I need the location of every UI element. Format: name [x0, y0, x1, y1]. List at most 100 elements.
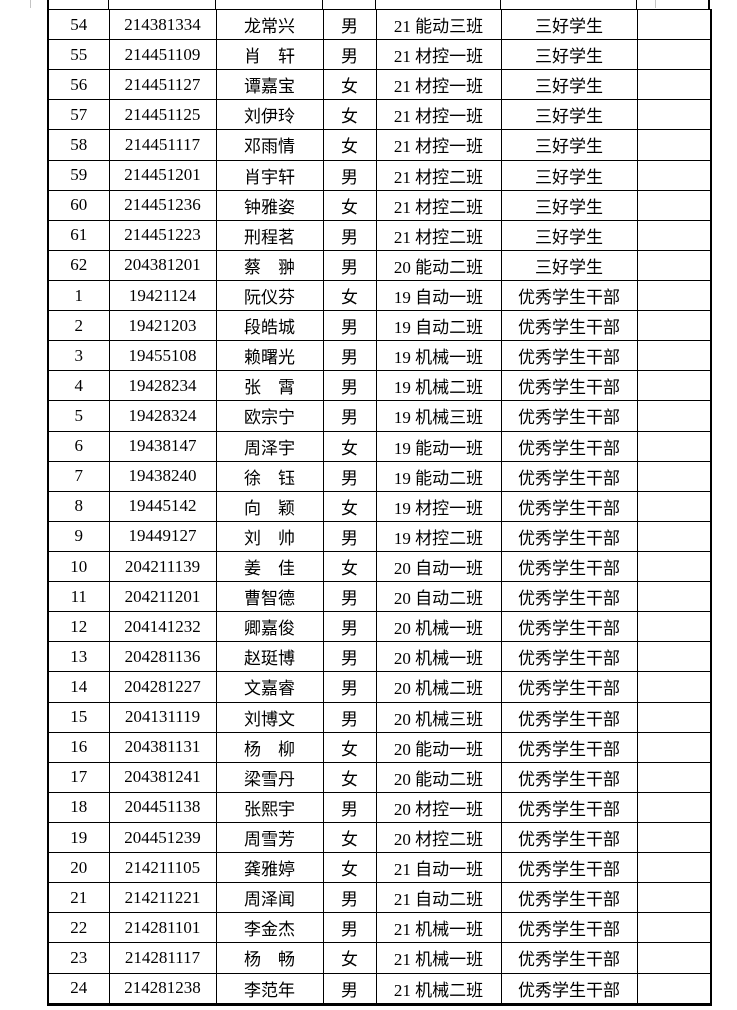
- cell-student-name: 杨 柳: [215, 731, 324, 763]
- cell-gender: 女: [322, 550, 377, 583]
- cell-gender: 男: [322, 641, 377, 673]
- cell-student-id: 214381334: [108, 8, 217, 41]
- cell-gender: 女: [322, 129, 377, 161]
- cell-award: 优秀学生干部: [500, 460, 638, 492]
- cell-note: [636, 852, 712, 884]
- cell-award: 优秀学生干部: [500, 430, 638, 462]
- cell-row-number: 20: [47, 852, 110, 884]
- table-row: 21 214211221 周泽闻 男 21 自动二班 优秀学生干部: [47, 882, 712, 914]
- cell-student-name: 刑程茗: [215, 219, 324, 251]
- cell-award: 优秀学生干部: [500, 490, 638, 522]
- cell-row-number: 59: [47, 159, 110, 191]
- cell-note: [636, 279, 712, 312]
- cell-gender: 女: [322, 99, 377, 131]
- cell-class: 19 能动一班: [375, 430, 502, 462]
- cell-gender: 男: [322, 219, 377, 251]
- table-row: 12 204141232 卿嘉俊 男 20 机械一班 优秀学生干部: [47, 611, 712, 643]
- cell-row-number: 14: [47, 671, 110, 703]
- cell-note: [636, 99, 712, 131]
- table-row: 19 204451239 周雪芳 女 20 材控二班 优秀学生干部: [47, 821, 712, 854]
- cell-note: [636, 8, 712, 41]
- cell-note: [636, 219, 712, 251]
- cell-class: 20 自动二班: [375, 581, 502, 613]
- cell-student-id: 204381241: [108, 761, 217, 793]
- cell-student-name: 肖宇轩: [215, 159, 324, 191]
- cell-note: [636, 550, 712, 583]
- cell-student-name: 徐 钰: [215, 460, 324, 492]
- cell-award: 优秀学生干部: [500, 731, 638, 763]
- cell-note: [636, 460, 712, 492]
- cell-student-name: 刘博文: [215, 701, 324, 733]
- cell-student-name: 李范年: [215, 972, 324, 1005]
- table-row: 59 214451201 肖宇轩 男 21 材控二班 三好学生: [47, 159, 712, 191]
- table-row: 6 19438147 周泽宇 女 19 能动一班 优秀学生干部: [47, 430, 712, 462]
- cell-student-name: 欧宗宁: [215, 400, 324, 432]
- cell-award: 优秀学生干部: [500, 972, 638, 1005]
- cell-class: 21 材控二班: [375, 189, 502, 221]
- cell-student-name: 卿嘉俊: [215, 611, 324, 643]
- cell-row-number: 11: [47, 581, 110, 613]
- cell-award: 三好学生: [500, 99, 638, 131]
- cell-note: [636, 701, 712, 733]
- cell-class: 19 机械三班: [375, 400, 502, 432]
- cell-row-number: 13: [47, 641, 110, 673]
- cell-gender: 女: [322, 852, 377, 884]
- cell-award: 优秀学生干部: [500, 581, 638, 613]
- cell-gender: 女: [322, 821, 377, 854]
- cell-student-name: 肖 轩: [215, 39, 324, 71]
- cell-row-number: 16: [47, 731, 110, 763]
- cell-class: 20 能动二班: [375, 249, 502, 281]
- cell-award: 优秀学生干部: [500, 942, 638, 974]
- cell-row-number: 21: [47, 882, 110, 914]
- cell-student-id: 19449127: [108, 520, 217, 552]
- cell-award: 优秀学生干部: [500, 340, 638, 372]
- cell-award: 三好学生: [500, 159, 638, 191]
- cell-gender: 女: [322, 942, 377, 974]
- cell-gender: 女: [322, 189, 377, 221]
- table-row: 10 204211139 姜 佳 女 20 自动一班 优秀学生干部: [47, 550, 712, 583]
- cell-row-number: 4: [47, 370, 110, 402]
- cell-student-id: 214451236: [108, 189, 217, 221]
- table-continuation-border: [500, 0, 501, 9]
- cell-award: 优秀学生干部: [500, 550, 638, 583]
- cell-row-number: 58: [47, 129, 110, 161]
- cell-note: [636, 972, 712, 1005]
- cell-student-name: 张熙宇: [215, 791, 324, 823]
- cell-gender: 女: [322, 69, 377, 101]
- cell-class: 19 材控二班: [375, 520, 502, 552]
- table-continuation-border: [636, 0, 637, 9]
- table-row: 24 214281238 李范年 男 21 机械二班 优秀学生干部: [47, 972, 712, 1005]
- cell-gender: 男: [322, 460, 377, 492]
- table-row: 62 204381201 蔡 翀 男 20 能动二班 三好学生: [47, 249, 712, 281]
- cell-row-number: 56: [47, 69, 110, 101]
- cell-class: 19 机械一班: [375, 340, 502, 372]
- cell-award: 优秀学生干部: [500, 370, 638, 402]
- cell-note: [636, 641, 712, 673]
- cell-note: [636, 159, 712, 191]
- cell-note: [636, 490, 712, 522]
- table-row: 20 214211105 龚雅婷 女 21 自动一班 优秀学生干部: [47, 852, 712, 884]
- cell-row-number: 15: [47, 701, 110, 733]
- table-row: 4 19428234 张 霄 男 19 机械二班 优秀学生干部: [47, 370, 712, 402]
- cell-student-name: 钟雅姿: [215, 189, 324, 221]
- cell-row-number: 22: [47, 912, 110, 944]
- cell-row-number: 9: [47, 520, 110, 552]
- table-row: 55 214451109 肖 轩 男 21 材控一班 三好学生: [47, 39, 712, 71]
- cell-gender: 男: [322, 400, 377, 432]
- cell-student-name: 向 颖: [215, 490, 324, 522]
- cell-student-id: 214451109: [108, 39, 217, 71]
- cell-student-id: 19445142: [108, 490, 217, 522]
- cell-student-name: 谭嘉宝: [215, 69, 324, 101]
- cell-student-id: 204381201: [108, 249, 217, 281]
- cell-note: [636, 821, 712, 854]
- cell-row-number: 55: [47, 39, 110, 71]
- cell-award: 优秀学生干部: [500, 641, 638, 673]
- cell-row-number: 18: [47, 791, 110, 823]
- table-continuation-border: [47, 0, 49, 9]
- table-row: 9 19449127 刘 帅 男 19 材控二班 优秀学生干部: [47, 520, 712, 552]
- table-row: 2 19421203 段皓城 男 19 自动二班 优秀学生干部: [47, 310, 712, 342]
- cell-row-number: 10: [47, 550, 110, 583]
- cell-student-id: 19455108: [108, 340, 217, 372]
- cell-note: [636, 189, 712, 221]
